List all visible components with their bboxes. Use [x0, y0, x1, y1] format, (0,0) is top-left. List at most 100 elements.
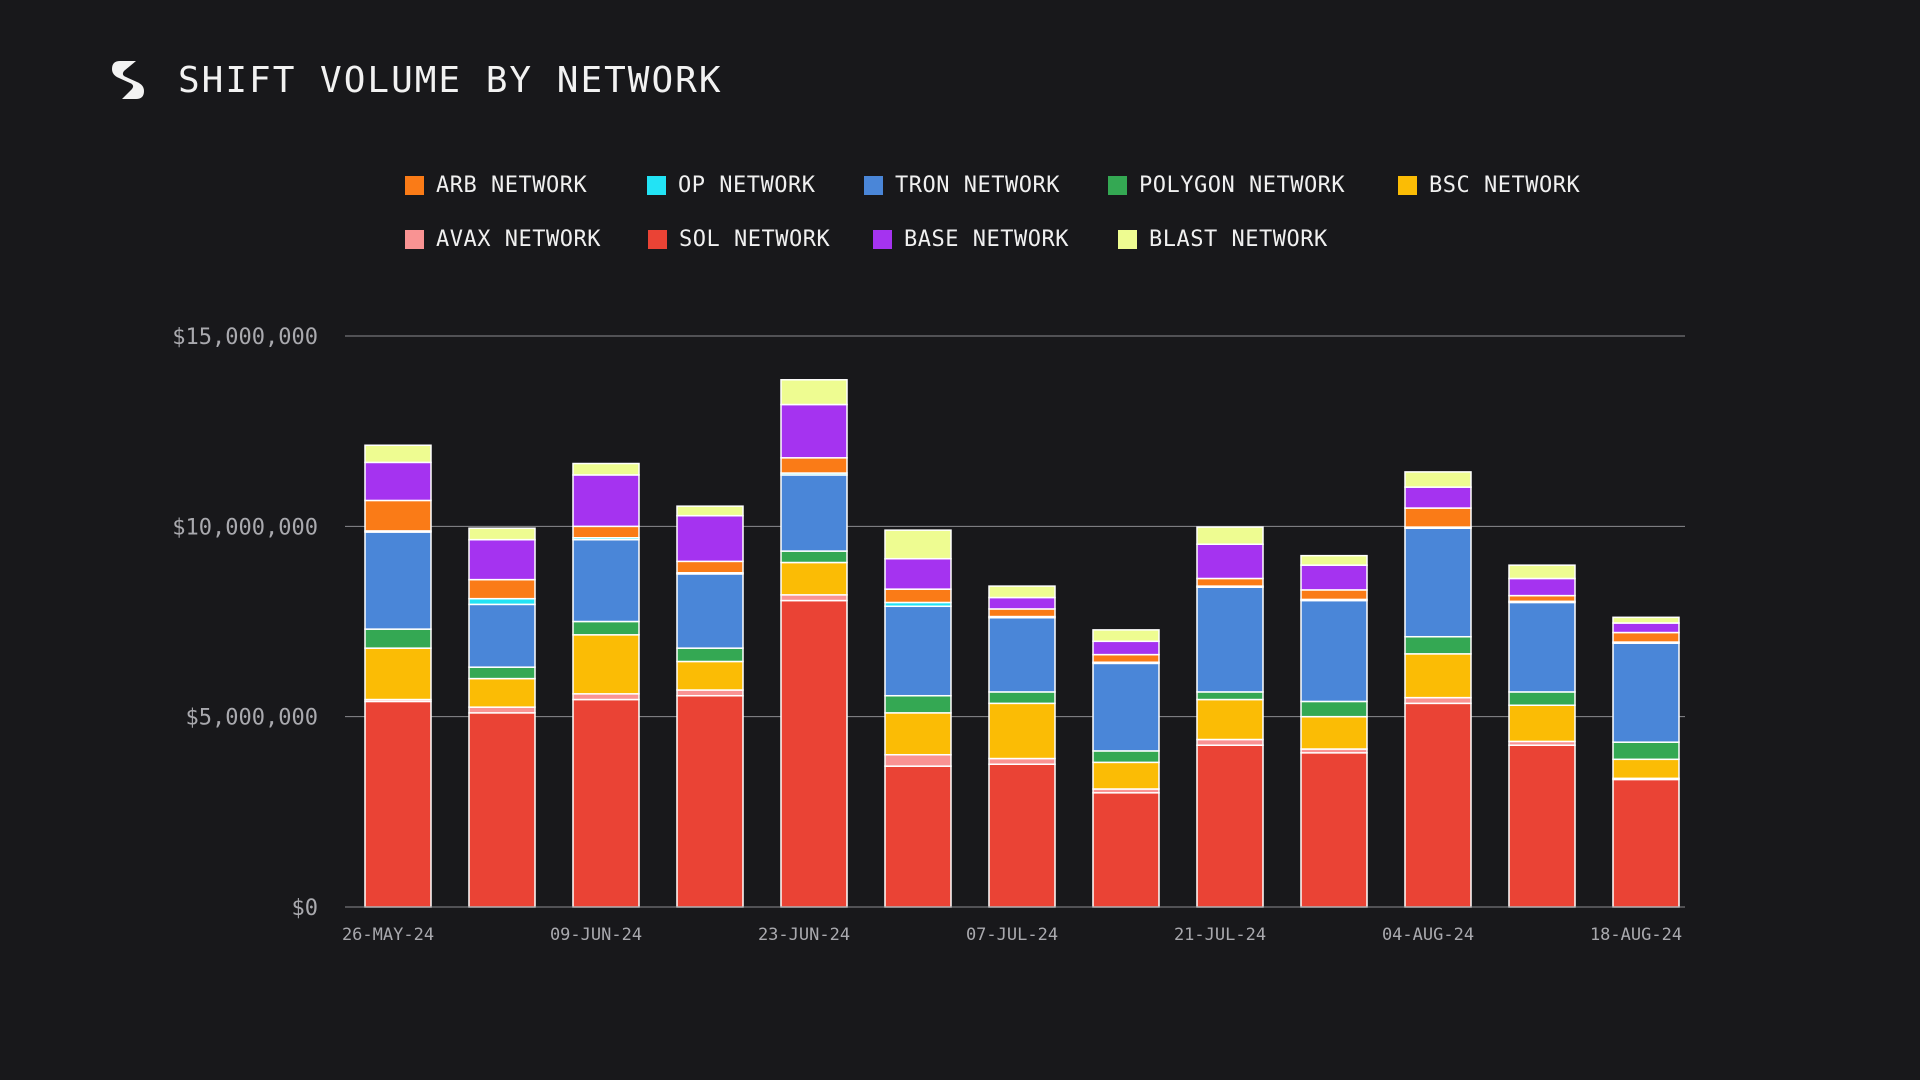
x-tick-label: 23-JUN-24	[758, 925, 850, 945]
bar-segment-polygon-network	[676, 647, 744, 663]
bar-segment-tron-network	[1612, 642, 1680, 743]
bar-segment-avax-network	[780, 594, 848, 602]
legend-label: SOL NETWORK	[679, 226, 831, 252]
bar-segment-sol-network	[1508, 744, 1576, 908]
sideshift-logo-icon	[112, 61, 144, 99]
bar-segment-tron-network	[1508, 601, 1576, 693]
chart-legend: ARB NETWORK OP NETWORK TRON NETWORK POLYGON…	[405, 158, 1615, 268]
bar-segment-base-network	[1196, 543, 1264, 580]
legend-item-tron-network[interactable]: TRON NETWORK	[864, 173, 1108, 198]
bar-segment-blast-network	[572, 462, 640, 476]
bar-segment-arb-network	[780, 457, 848, 474]
bar-segment-blast-network	[1196, 526, 1264, 545]
legend-item-op-network[interactable]: OP NETWORK	[647, 173, 864, 198]
bar-segment-polygon-network	[1196, 691, 1264, 701]
bar-segment-tron-network	[676, 573, 744, 649]
x-tick-label: 21-JUL-24	[1174, 925, 1266, 945]
bar-segment-sol-network	[364, 700, 432, 908]
bar-segment-arb-network	[468, 578, 536, 600]
bar-segment-arb-network	[1612, 631, 1680, 643]
legend-swatch	[873, 229, 892, 249]
bar-segment-arb-network	[988, 608, 1056, 618]
bar-segment-sol-network	[1196, 744, 1264, 908]
bar-segment-blast-network	[1300, 554, 1368, 566]
bar-segment-bsc-network	[1196, 698, 1264, 741]
bar-segment-arb-network	[572, 525, 640, 539]
legend-swatch	[647, 175, 666, 195]
bar-segment-base-network	[988, 596, 1056, 610]
bar-segment-blast-network	[1404, 471, 1472, 488]
bar-segment-tron-network	[1196, 586, 1264, 693]
bar-segment-bsc-network	[884, 712, 952, 756]
bar-segment-polygon-network	[572, 620, 640, 636]
bar-segment-polygon-network	[1508, 691, 1576, 706]
bar-segment-polygon-network	[364, 628, 432, 649]
bar-segment-blast-network	[676, 505, 744, 517]
bar-segment-arb-network	[1508, 594, 1576, 603]
x-tick-label: 26-MAY-24	[342, 925, 434, 945]
legend-row-2: AVAX NETWORK SOL NETWORK BASE NETWORK BLAST…	[405, 212, 1615, 266]
legend-label: TRON NETWORK	[895, 172, 1060, 198]
legend-swatch	[1108, 175, 1127, 195]
bar-segment-blast-network	[780, 379, 848, 406]
legend-label: BASE NETWORK	[904, 226, 1069, 252]
bar-segment-sol-network	[780, 599, 848, 908]
bar-segment-base-network	[572, 474, 640, 528]
bar-segment-base-network	[1404, 486, 1472, 509]
bar-segment-bsc-network	[1404, 653, 1472, 699]
bar-segment-sol-network	[572, 698, 640, 908]
bar-segment-tron-network	[1300, 599, 1368, 703]
legend-item-blast-network[interactable]: BLAST NETWORK	[1118, 227, 1358, 252]
bar-segment-base-network	[364, 461, 432, 502]
x-tick-label: 04-AUG-24	[1382, 925, 1474, 945]
bar-segment-blast-network	[468, 527, 536, 541]
bar-segment-sol-network	[1612, 778, 1680, 908]
legend-item-polygon-network[interactable]: POLYGON NETWORK	[1108, 173, 1398, 198]
bar-segment-arb-network	[676, 560, 744, 574]
bar-segment-avax-network	[1404, 696, 1472, 705]
bar-segment-bsc-network	[1300, 715, 1368, 750]
bar-segment-arb-network	[884, 588, 952, 604]
bar-segment-arb-network	[1196, 577, 1264, 587]
bar-segment-tron-network	[780, 474, 848, 552]
x-tick-label: 09-JUN-24	[550, 925, 642, 945]
legend-swatch	[864, 175, 883, 195]
legend-item-arb-network[interactable]: ARB NETWORK	[405, 173, 647, 198]
bar-segment-op-network	[468, 597, 536, 606]
legend-item-base-network[interactable]: BASE NETWORK	[873, 227, 1118, 252]
legend-label: OP NETWORK	[678, 172, 816, 198]
legend-label: ARB NETWORK	[436, 172, 588, 198]
legend-item-sol-network[interactable]: SOL NETWORK	[648, 227, 873, 252]
legend-item-avax-network[interactable]: AVAX NETWORK	[405, 227, 648, 252]
bar-segment-blast-network	[884, 529, 952, 560]
legend-label: AVAX NETWORK	[436, 226, 601, 252]
bar-segment-polygon-network	[1300, 700, 1368, 718]
bar-segment-base-network	[676, 514, 744, 563]
bar-segment-avax-network	[988, 757, 1056, 765]
bar-segment-tron-network	[468, 603, 536, 668]
bar-segment-arb-network	[1404, 507, 1472, 528]
bar-segment-sol-network	[884, 765, 952, 908]
bar-segment-sol-network	[468, 712, 536, 908]
bar-segment-blast-network	[988, 585, 1056, 599]
chart-header: SHIFT VOLUME BY NETWORK	[110, 56, 723, 104]
legend-label: BLAST NETWORK	[1149, 226, 1328, 252]
bar-segment-arb-network	[1092, 653, 1160, 663]
legend-item-bsc-network[interactable]: BSC NETWORK	[1398, 173, 1598, 198]
bar-segment-sol-network	[988, 763, 1056, 908]
bar-segment-bsc-network	[676, 660, 744, 691]
x-tick-label: 18-AUG-24	[1590, 925, 1682, 945]
bar-segment-blast-network	[1092, 629, 1160, 643]
bar-segment-avax-network	[468, 706, 536, 714]
bar-segment-sol-network	[676, 694, 744, 908]
bar-segment-tron-network	[572, 538, 640, 623]
y-tick-label: $15,000,000	[172, 325, 318, 350]
legend-label: BSC NETWORK	[1429, 172, 1581, 198]
bar-segment-avax-network	[676, 689, 744, 697]
legend-label: POLYGON NETWORK	[1139, 172, 1346, 198]
bar-segment-bsc-network	[988, 702, 1056, 760]
bar-segment-tron-network	[1404, 527, 1472, 638]
bar-segment-base-network	[1300, 564, 1368, 591]
bar-segment-polygon-network	[1092, 750, 1160, 764]
